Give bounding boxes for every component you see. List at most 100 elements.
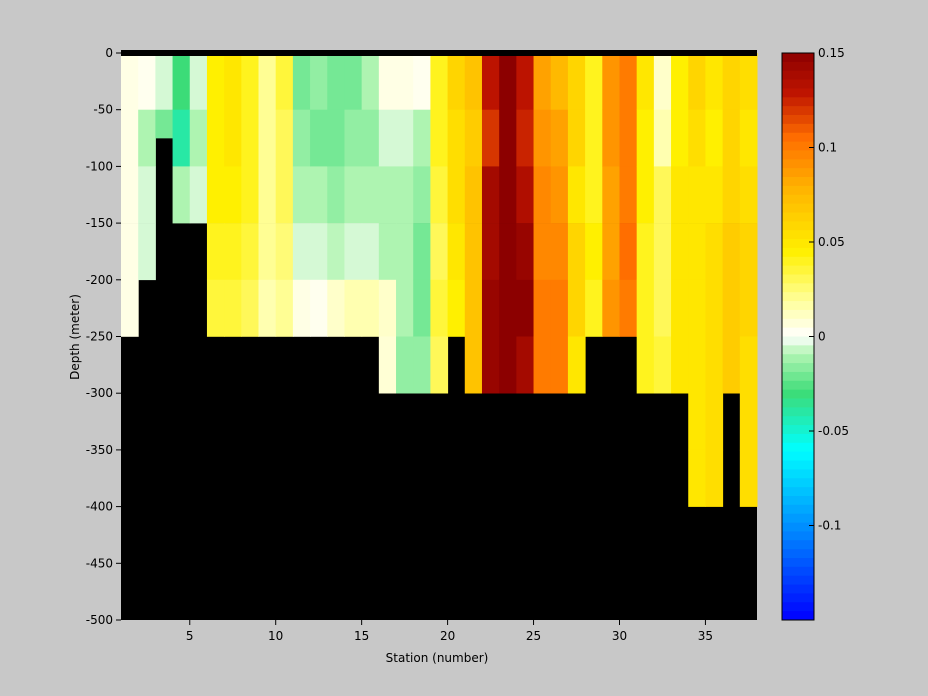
heatmap-cell: [481, 223, 500, 281]
colorbar-swatches: [782, 53, 814, 621]
heatmap-cell: [327, 223, 345, 281]
heatmap-cell: [688, 393, 706, 451]
heatmap-cell: [344, 223, 363, 281]
heatmap-cell: [688, 223, 706, 281]
heatmap-cell: [310, 279, 328, 337]
heatmap-cell: [585, 109, 603, 167]
heatmap-cell: [464, 336, 483, 394]
heatmap-cell: [533, 166, 552, 224]
heatmap-cell: [430, 53, 449, 110]
heatmap-cell: [258, 53, 277, 110]
heatmap-cell: [206, 223, 225, 281]
heatmap-cell: [533, 109, 552, 167]
colorbar-swatch: [782, 212, 814, 222]
colorbar-swatch: [782, 549, 814, 559]
heatmap-cell: [585, 166, 603, 224]
x-tick-label: 15: [354, 629, 369, 643]
colorbar-swatch: [782, 185, 814, 196]
heatmap-cell: [378, 166, 397, 224]
heatmap-cell: [464, 166, 483, 224]
colorbar-swatch: [782, 194, 814, 205]
colorbar-swatch: [782, 106, 814, 116]
heatmap-cell: [344, 166, 363, 224]
heatmap-cell: [413, 279, 431, 337]
heatmap-cell: [619, 223, 638, 281]
heatmap-cell: [550, 109, 569, 167]
colorbar-swatch: [782, 79, 814, 89]
heatmap-cell: [636, 109, 655, 167]
colorbar-swatch: [782, 239, 814, 249]
y-tick-label: -200: [86, 273, 113, 287]
heatmap-cell: [327, 279, 345, 337]
heatmap-cell: [310, 109, 328, 167]
heatmap-cell: [653, 53, 672, 110]
heatmap-cell: [138, 223, 156, 281]
heatmap-cell: [619, 166, 638, 224]
colorbar-swatch: [782, 478, 814, 488]
heatmap-cell: [722, 53, 741, 110]
heatmap-cell: [739, 279, 758, 337]
heatmap-cell: [499, 109, 517, 167]
y-tick-label: -100: [86, 159, 113, 173]
heatmap-cell: [396, 223, 414, 281]
x-tick-label: 25: [526, 629, 541, 643]
heatmap-cell: [705, 336, 724, 394]
heatmap-cell: [550, 336, 569, 394]
heatmap-cell: [275, 279, 294, 337]
colorbar-swatch: [782, 265, 814, 275]
heatmap-cell: [224, 166, 242, 224]
colorbar-swatch: [782, 531, 814, 541]
heatmap-cell: [224, 53, 242, 110]
colorbar-swatch: [782, 301, 814, 311]
colorbar-swatch: [782, 487, 814, 497]
heatmap-cell: [413, 109, 431, 167]
heatmap-cell: [705, 393, 724, 451]
heatmap-cell: [705, 223, 724, 281]
colorbar-swatch: [782, 318, 814, 329]
colorbar-swatch: [782, 115, 814, 125]
heatmap-cell: [138, 166, 156, 224]
colorbar-swatch: [782, 504, 814, 515]
x-tick-label: 10: [268, 629, 283, 643]
colorbar-swatch: [782, 88, 814, 98]
y-tick-label: -150: [86, 216, 113, 230]
heatmap-cell: [481, 166, 500, 224]
colorbar-swatch: [782, 177, 814, 187]
heatmap-cell: [705, 109, 724, 167]
heatmap-cell: [447, 53, 466, 110]
heatmap-cell: [121, 109, 139, 167]
heatmap-cell: [585, 279, 603, 337]
colorbar-tick-label: 0.1: [818, 141, 837, 155]
heatmap-cell: [516, 336, 535, 394]
colorbar-tick-label: 0.15: [818, 46, 845, 60]
y-tick-label: 0: [105, 46, 113, 60]
heatmap-cell: [224, 109, 242, 167]
colorbar-swatch: [782, 469, 814, 479]
heatmap-cell: [378, 53, 397, 110]
colorbar-swatch: [782, 247, 814, 258]
heatmap-cell: [258, 109, 277, 167]
heatmap-cell: [636, 53, 655, 110]
colorbar-swatch: [782, 159, 814, 169]
y-axis-ticks: 0 -50 -100 -150 -200 -250 -300 -350 -400 -450 -500: [86, 46, 121, 627]
surface-line: [121, 50, 757, 56]
heatmap-cell: [636, 279, 655, 337]
heatmap-cell: [653, 166, 672, 224]
heatmap-cell: [310, 53, 328, 110]
heatmap-cell: [499, 166, 517, 224]
x-tick-label: 5: [186, 629, 194, 643]
colorbar-swatch: [782, 345, 814, 355]
colorbar-swatch: [782, 256, 814, 267]
heatmap-cell: [671, 166, 689, 224]
heatmap-cell: [447, 223, 466, 281]
colorbar-tick-label: -0.05: [818, 424, 849, 438]
heatmap-cell: [481, 279, 500, 337]
heatmap-cell: [275, 166, 294, 224]
heatmap-cell: [585, 53, 603, 110]
heatmap-cell: [550, 166, 569, 224]
colorbar-swatch: [782, 336, 814, 346]
heatmap-cell: [739, 166, 758, 224]
colorbar-swatch: [782, 327, 814, 337]
y-tick-label: -350: [86, 443, 113, 457]
colorbar-ticks: 0.15 0.1 0.05 0 -0.05 -0.1: [809, 46, 849, 533]
